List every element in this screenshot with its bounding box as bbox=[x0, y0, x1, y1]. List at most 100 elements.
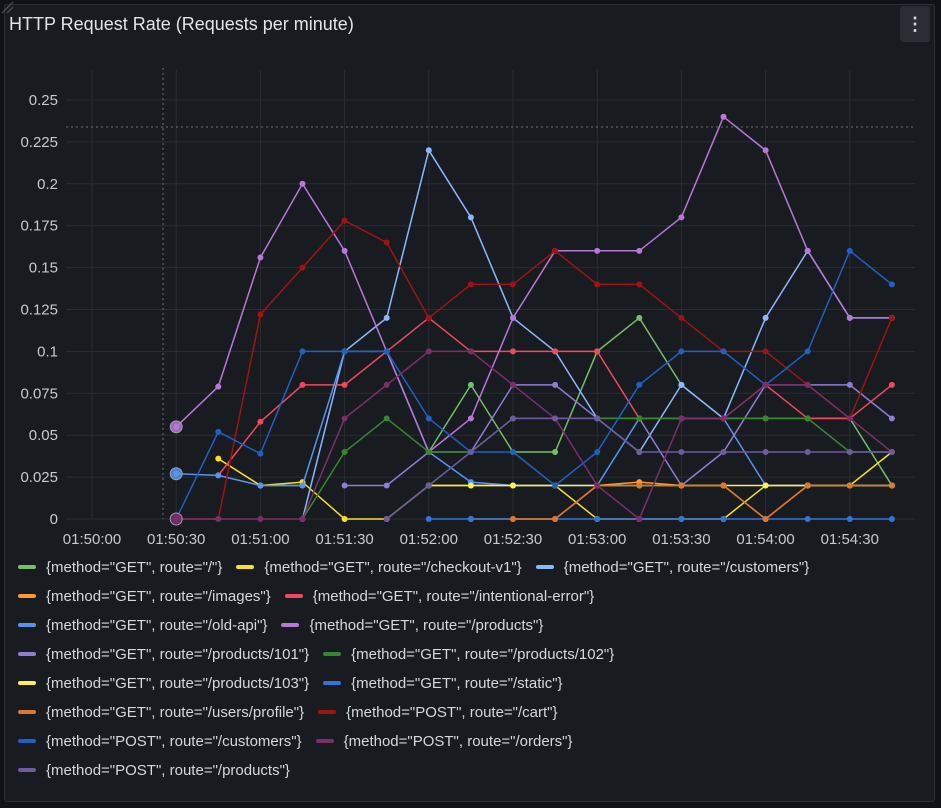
legend-row: {method="POST", route="/products"} bbox=[18, 759, 304, 781]
y-tick-label: 0 bbox=[50, 511, 58, 528]
data-point bbox=[341, 247, 348, 254]
data-point bbox=[383, 314, 390, 321]
x-tick-label: 01:50:30 bbox=[147, 531, 205, 548]
legend-item[interactable]: {method="GET", route="/products/101"} bbox=[18, 646, 309, 663]
x-tick-label: 01:51:30 bbox=[315, 531, 373, 548]
data-point bbox=[846, 314, 853, 321]
data-point bbox=[299, 482, 306, 489]
kebab-menu-icon[interactable]: ⋮ bbox=[900, 6, 930, 42]
data-point bbox=[594, 415, 601, 422]
data-point bbox=[341, 348, 348, 355]
data-point bbox=[425, 348, 432, 355]
legend-item[interactable]: {method="GET", route="/customers"} bbox=[535, 558, 810, 576]
data-point bbox=[594, 247, 601, 254]
data-point bbox=[762, 415, 769, 422]
legend-label: {method="GET", route="/intentional-error… bbox=[312, 587, 595, 605]
data-point bbox=[257, 254, 264, 261]
legend-item[interactable]: {method="GET", route="/static"} bbox=[323, 675, 563, 692]
data-point bbox=[467, 482, 474, 489]
data-point bbox=[510, 448, 516, 455]
data-point bbox=[888, 314, 895, 321]
data-point bbox=[720, 516, 727, 522]
legend-swatch bbox=[18, 681, 36, 685]
x-tick-label: 01:52:30 bbox=[484, 531, 542, 548]
legend-item[interactable]: {method="GET", route="/products"} bbox=[281, 617, 543, 634]
data-point bbox=[888, 415, 895, 422]
data-point bbox=[594, 448, 601, 455]
series-line bbox=[176, 219, 893, 520]
data-point bbox=[383, 516, 390, 522]
legend-label: {method="GET", route="/images"} bbox=[46, 587, 271, 605]
data-point bbox=[636, 415, 643, 422]
legend-item[interactable]: {method="POST", route="/products"} bbox=[18, 762, 290, 779]
legend-item[interactable]: {method="GET", route="/"} bbox=[18, 559, 222, 576]
data-point bbox=[425, 448, 432, 455]
data-point bbox=[762, 516, 769, 522]
data-point bbox=[425, 415, 432, 422]
data-point bbox=[510, 348, 516, 355]
y-tick-label: 0.1 bbox=[37, 343, 58, 360]
legend-item[interactable]: {method="GET", route="/images"} bbox=[18, 588, 271, 605]
legend-swatch bbox=[281, 623, 300, 627]
legend-item[interactable]: {method="POST", route="/customers"} bbox=[18, 733, 302, 750]
x-tick-label: 01:53:00 bbox=[568, 531, 626, 548]
legend-item[interactable]: {method="GET", route="/products/103"} bbox=[18, 675, 309, 692]
data-point bbox=[510, 415, 516, 422]
data-point bbox=[678, 415, 685, 422]
legend-label: {method="GET", route="/products/102"} bbox=[351, 645, 615, 663]
data-point bbox=[594, 482, 601, 489]
data-point bbox=[762, 314, 769, 321]
data-point bbox=[762, 348, 769, 355]
y-tick-label: 0.2 bbox=[37, 176, 58, 193]
data-point bbox=[383, 239, 390, 246]
y-tick-label: 0.125 bbox=[20, 302, 58, 319]
data-point bbox=[888, 516, 895, 522]
data-point bbox=[846, 415, 853, 422]
legend-item[interactable]: {method="GET", route="/intentional-error… bbox=[284, 587, 595, 605]
legend-swatch bbox=[318, 710, 337, 714]
legend-swatch bbox=[323, 652, 342, 656]
series-11 bbox=[510, 482, 895, 522]
series-line bbox=[386, 417, 892, 520]
series-12 bbox=[173, 217, 895, 522]
data-point bbox=[552, 247, 559, 254]
data-point bbox=[804, 348, 811, 355]
data-point bbox=[636, 448, 643, 455]
data-point bbox=[215, 472, 222, 479]
legend-item[interactable]: {method="GET", route="/old-api"} bbox=[18, 617, 267, 634]
legend-label: {method="GET", route="/users/profile"} bbox=[46, 703, 305, 721]
data-point bbox=[215, 455, 222, 462]
legend-item[interactable]: {method="GET", route="/checkout-v1"} bbox=[236, 558, 522, 576]
data-point bbox=[678, 516, 685, 522]
data-point bbox=[341, 415, 348, 422]
legend-label: {method="GET", route="/old-api"} bbox=[46, 616, 268, 634]
legend-label: {method="GET", route="/checkout-v1"} bbox=[264, 558, 522, 576]
y-tick-label: 0.25 bbox=[29, 92, 58, 109]
resize-handle-icon[interactable] bbox=[0, 0, 14, 14]
data-point bbox=[636, 314, 643, 321]
legend-swatch bbox=[18, 739, 36, 743]
y-tick-label: 0.075 bbox=[20, 385, 58, 402]
data-point bbox=[720, 448, 727, 455]
legend-swatch bbox=[18, 623, 36, 627]
legend-item[interactable]: {method="GET", route="/products/102"} bbox=[323, 646, 614, 663]
legend-item[interactable]: {method="POST", route="/cart"} bbox=[318, 704, 558, 721]
data-point bbox=[383, 415, 390, 422]
data-point bbox=[467, 415, 474, 422]
data-point bbox=[299, 264, 306, 271]
legend-item[interactable]: {method="POST", route="/orders"} bbox=[315, 733, 573, 750]
data-point bbox=[762, 147, 769, 154]
data-point bbox=[510, 482, 516, 489]
data-point bbox=[467, 281, 474, 288]
legend-label: {method="GET", route="/customers"} bbox=[563, 558, 810, 576]
data-point bbox=[678, 482, 685, 489]
data-point bbox=[467, 348, 474, 355]
x-tick-label: 01:52:00 bbox=[400, 531, 458, 548]
data-point bbox=[678, 381, 685, 388]
legend-label: {method="GET", route="/products/103"} bbox=[46, 674, 310, 692]
legend-swatch bbox=[18, 594, 36, 598]
series-line bbox=[176, 350, 893, 521]
legend-item[interactable]: {method="GET", route="/users/profile"} bbox=[18, 704, 304, 721]
data-point bbox=[888, 482, 895, 489]
data-point bbox=[341, 381, 348, 388]
